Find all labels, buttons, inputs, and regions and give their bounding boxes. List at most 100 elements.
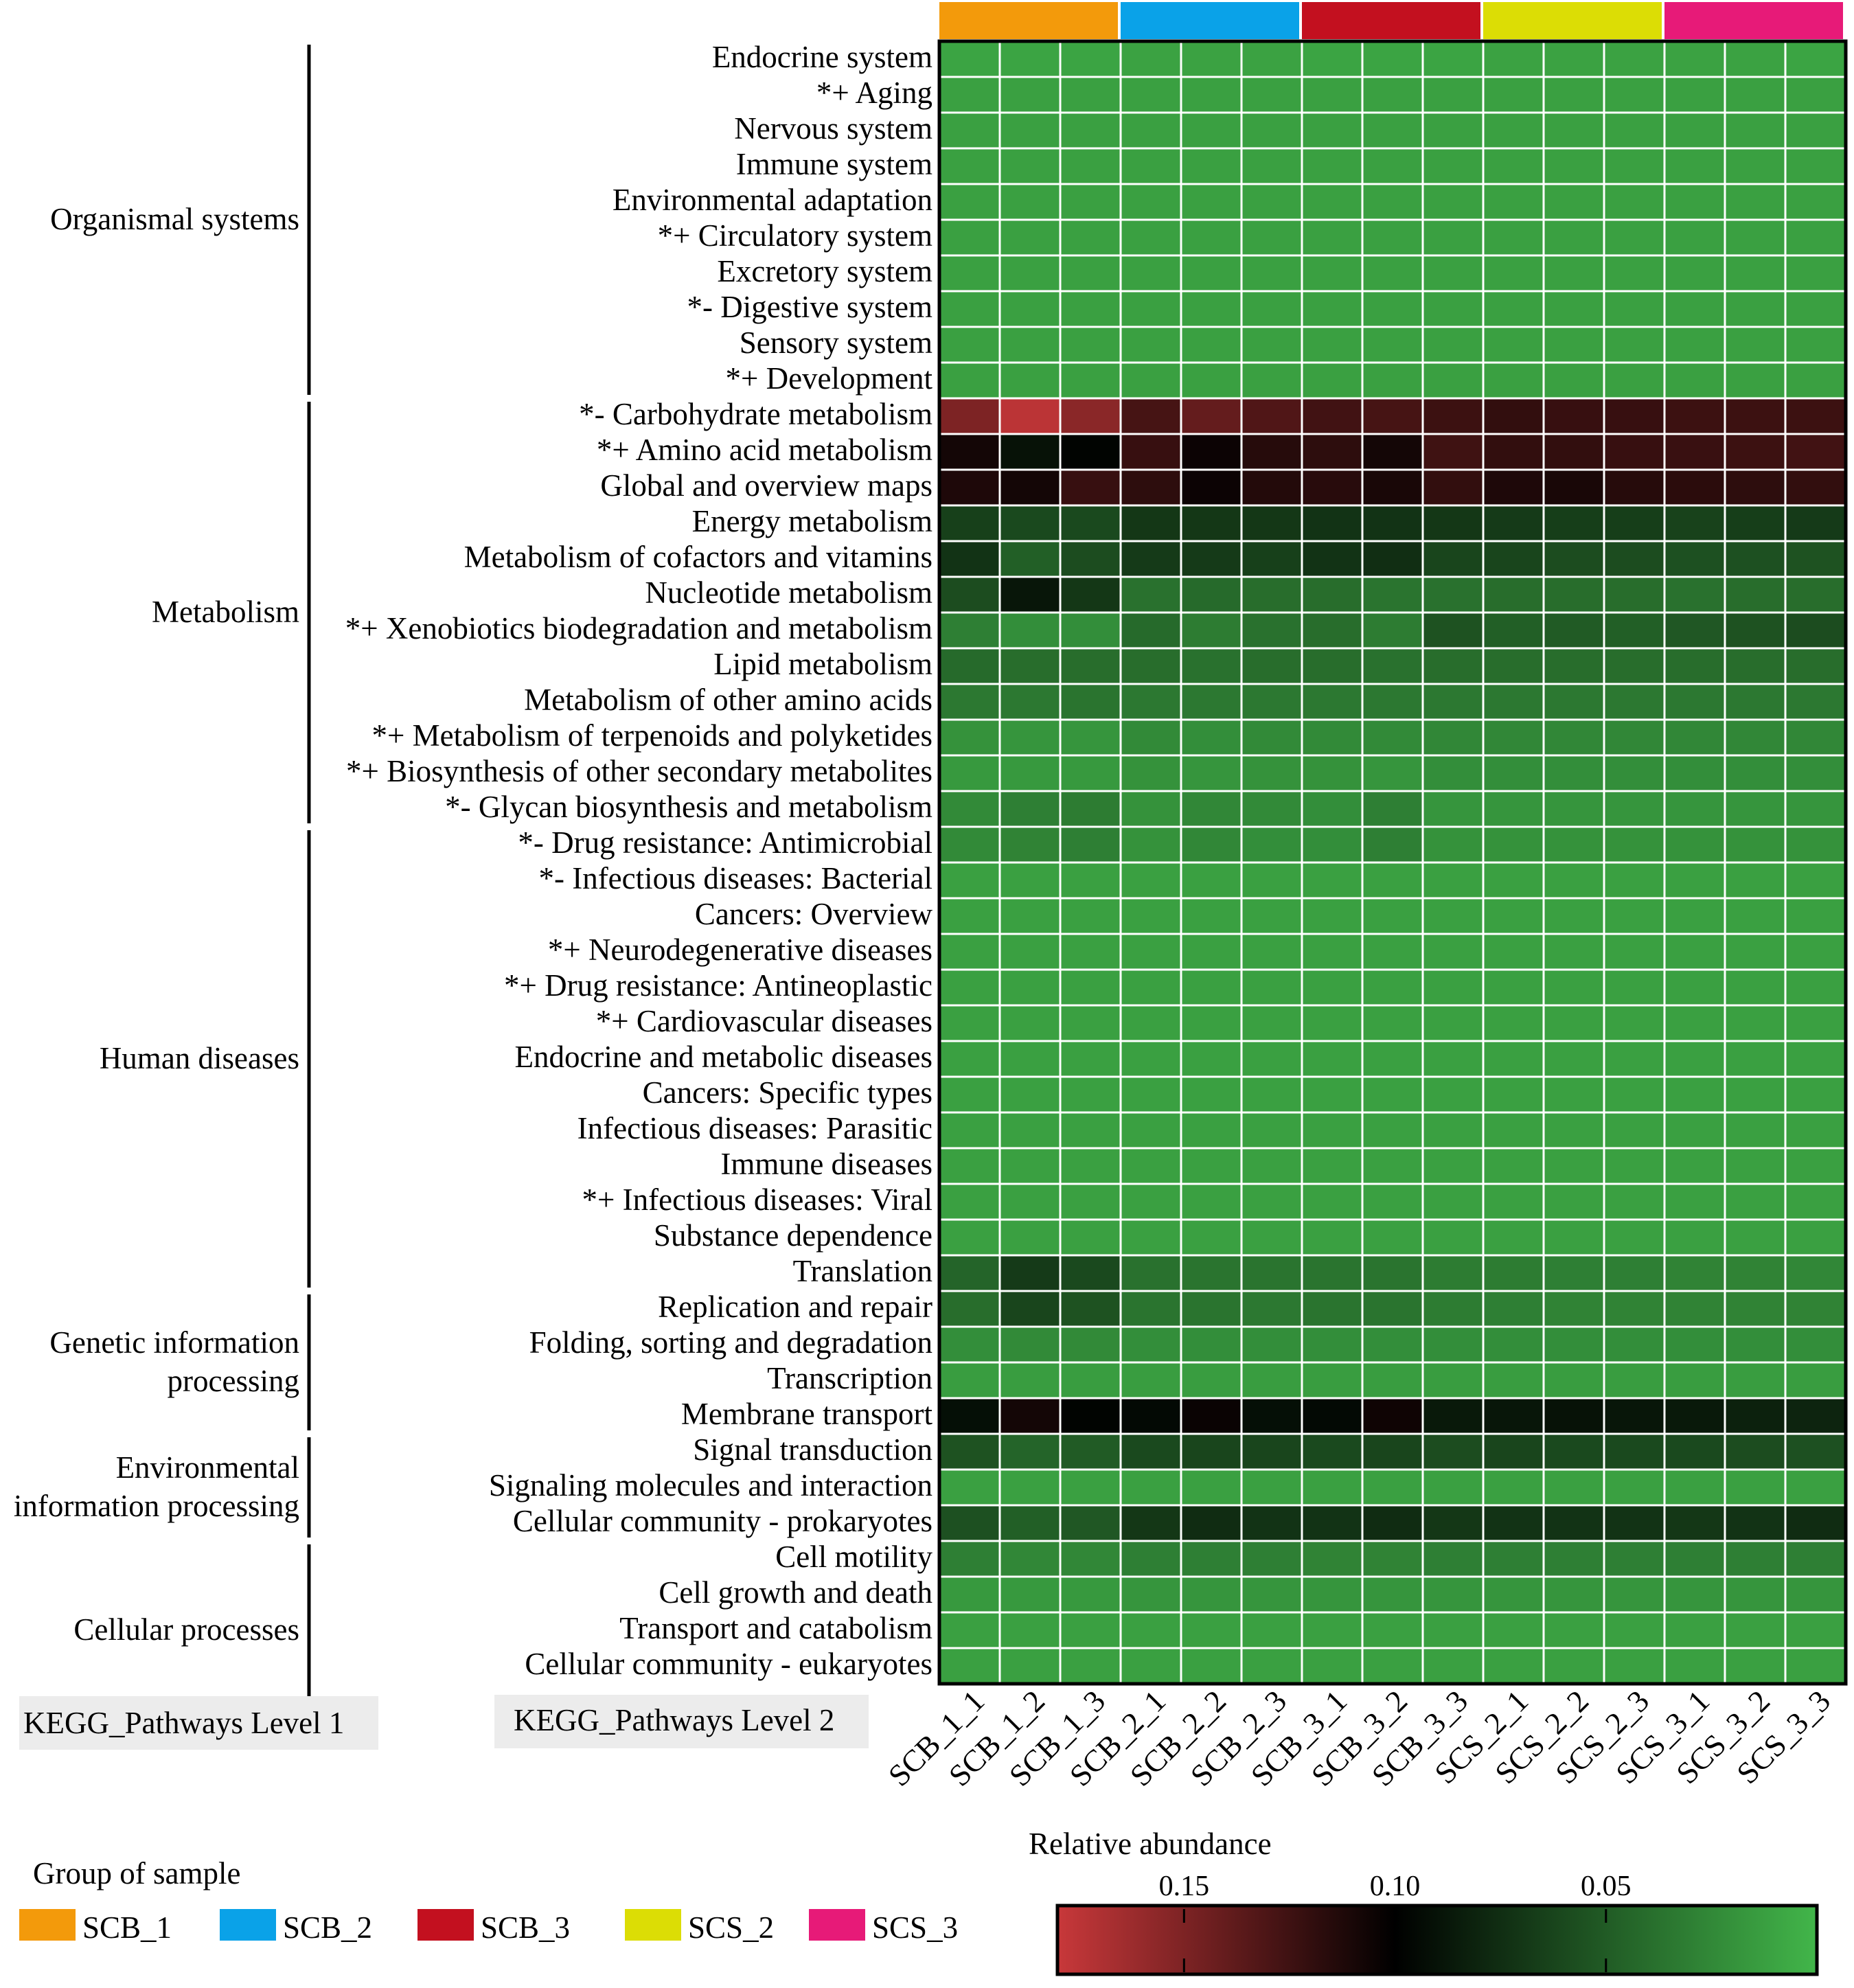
heatmap-cell [1482, 397, 1545, 435]
heatmap-cell [998, 1075, 1062, 1114]
heatmap-cell [1119, 40, 1182, 78]
heatmap-cell [938, 361, 1001, 400]
row-label: Signaling molecules and interaction [489, 1468, 932, 1503]
heatmap-cell [1603, 76, 1666, 114]
heatmap-cell [1663, 1397, 1726, 1435]
heatmap-cell [938, 1182, 1001, 1221]
row-label: *- Glycan biosynthesis and metabolism [445, 790, 932, 824]
heatmap-cell [938, 147, 1001, 185]
heatmap-cell [1361, 718, 1424, 757]
legend-swatch-SCB_1 [19, 1909, 76, 1941]
heatmap-cell [1059, 1468, 1122, 1507]
heatmap-cell [1361, 1540, 1424, 1578]
heatmap-cell [1301, 754, 1364, 792]
heatmap-cell [1180, 861, 1243, 900]
heatmap-cell [1421, 683, 1485, 721]
heatmap-cell [1724, 147, 1787, 185]
heatmap-cell [998, 76, 1062, 114]
heatmap-cell [1059, 1147, 1122, 1185]
heatmap-cell [1361, 290, 1424, 328]
heatmap-cell [1119, 1004, 1182, 1042]
heatmap-cell [1421, 1290, 1485, 1328]
heatmap-cell [1603, 683, 1666, 721]
heatmap-cell [1784, 1468, 1847, 1507]
heatmap-cell [1119, 1468, 1182, 1507]
legend-label-SCS_2: SCS_2 [688, 1910, 774, 1945]
heatmap-cell [998, 968, 1062, 1007]
color-scale-tick-label: 0.05 [1581, 1871, 1632, 1902]
heatmap-cell [1119, 1575, 1182, 1614]
heatmap-cell [1724, 1361, 1787, 1399]
heatmap-cell [998, 290, 1062, 328]
heatmap-cell [1361, 1647, 1424, 1685]
heatmap-cell [1240, 1147, 1303, 1185]
heatmap-cell [1724, 540, 1787, 578]
heatmap-cell [1301, 1290, 1364, 1328]
heatmap-cell [998, 1397, 1062, 1435]
heatmap-cell [1482, 1254, 1545, 1292]
heatmap-cell [1663, 361, 1726, 400]
row-label: Membrane transport [681, 1397, 933, 1431]
heatmap-cell [1301, 897, 1364, 935]
heatmap-cell [1180, 790, 1243, 828]
heatmap-cell [998, 1004, 1062, 1042]
row-label: Replication and repair [658, 1290, 932, 1324]
heatmap-cell [1361, 1575, 1424, 1614]
heatmap-cell [1059, 1111, 1122, 1150]
row-label: Cellular community - eukaryotes [525, 1647, 932, 1681]
heatmap-cell [1663, 433, 1726, 471]
heatmap-cell [1301, 218, 1364, 257]
row-label: *+ Metabolism of terpenoids and polyketi… [372, 718, 932, 753]
level1-label-3: processing [168, 1364, 299, 1398]
heatmap-cell [1180, 897, 1243, 935]
heatmap-cell [1361, 1040, 1424, 1078]
heatmap-cell [1542, 1254, 1605, 1292]
heatmap-cell [1059, 718, 1122, 757]
row-label: *+ Circulatory system [658, 218, 932, 253]
heatmap-cell [1180, 147, 1243, 185]
heatmap-cell [1361, 790, 1424, 828]
heatmap-cell [1180, 397, 1243, 435]
heatmap-cell [938, 1432, 1001, 1471]
heatmap-cell [998, 433, 1062, 471]
heatmap-cell [938, 1218, 1001, 1257]
heatmap-cell [1180, 933, 1243, 971]
heatmap-cell [1542, 968, 1605, 1007]
heatmap-cell [1180, 1361, 1243, 1399]
heatmap-cell [1603, 1397, 1666, 1435]
heatmap-cell [1724, 611, 1787, 650]
heatmap-cell [1603, 468, 1666, 507]
heatmap-cell [998, 1647, 1062, 1685]
heatmap-cell [1542, 611, 1605, 650]
heatmap-cell [1784, 1147, 1847, 1185]
heatmap-cell [998, 897, 1062, 935]
legend-swatch-SCB_2 [220, 1909, 276, 1941]
heatmap-cell [1180, 575, 1243, 614]
heatmap-cell [1603, 1111, 1666, 1150]
heatmap-cells [938, 40, 1847, 1685]
heatmap-cell [1059, 325, 1122, 364]
heatmap-cell [1180, 1004, 1243, 1042]
heatmap-cell [938, 1147, 1001, 1185]
heatmap-cell [1361, 468, 1424, 507]
heatmap-cell [1663, 325, 1726, 364]
heatmap-cell [1240, 1397, 1303, 1435]
heatmap-cell [1603, 40, 1666, 78]
heatmap-cell [1663, 147, 1726, 185]
heatmap-cell [1663, 290, 1726, 328]
row-label: Immune diseases [720, 1147, 932, 1181]
heatmap-cell [1059, 147, 1122, 185]
heatmap-cell [1240, 1325, 1303, 1364]
heatmap-cell [1663, 111, 1726, 150]
heatmap-cell [1421, 1397, 1485, 1435]
heatmap-cell [1059, 1325, 1122, 1364]
heatmap-cell [1059, 1540, 1122, 1578]
heatmap-cell [938, 1397, 1001, 1435]
heatmap-cell [1663, 790, 1726, 828]
heatmap-cell [1180, 1182, 1243, 1221]
heatmap-cell [1059, 1361, 1122, 1399]
group-bar-SCS_2 [1483, 2, 1662, 39]
heatmap-cell [1421, 540, 1485, 578]
heatmap-cell [1542, 183, 1605, 221]
heatmap-cell [1240, 897, 1303, 935]
